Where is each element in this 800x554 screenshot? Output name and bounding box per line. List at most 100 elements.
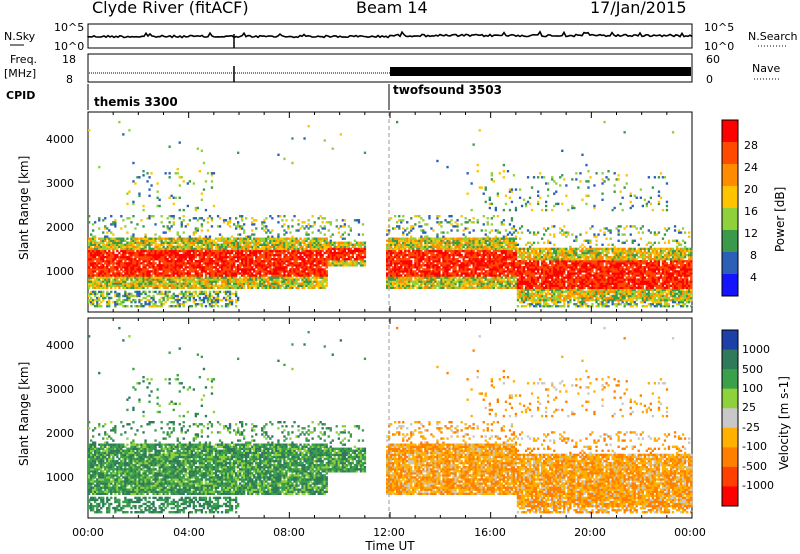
power-cell [347, 247, 350, 251]
power-cell [182, 268, 185, 271]
power-cell [174, 264, 177, 267]
power-cell [212, 298, 216, 302]
power-cell [114, 276, 117, 279]
power-cell [226, 278, 230, 281]
power-cell [142, 282, 145, 285]
power-cell [279, 266, 282, 269]
power-cell [134, 258, 137, 261]
power-cell [341, 264, 344, 267]
power-cell [96, 303, 99, 306]
power-cell [325, 270, 328, 273]
power-cell [114, 272, 117, 275]
power-cell [186, 282, 189, 285]
power-cell [442, 274, 445, 277]
power-cell [170, 241, 173, 244]
power-cell [428, 276, 431, 279]
power-cell [420, 282, 423, 285]
power-cell [160, 258, 163, 261]
power-cell [259, 239, 262, 242]
power-cell [341, 251, 344, 255]
power-cell [212, 278, 216, 281]
power-cell [317, 229, 320, 232]
power-cell [307, 268, 310, 271]
power-cell [321, 286, 324, 289]
power-cell [436, 274, 439, 277]
power-cell [214, 245, 218, 249]
power-cell [96, 262, 99, 265]
power-cell [432, 229, 435, 232]
power-cell [273, 286, 276, 289]
power-cell [216, 258, 220, 261]
power-cell [323, 243, 326, 246]
power-cell [299, 255, 302, 259]
power-cell [235, 284, 238, 287]
power-cell [438, 249, 441, 253]
power-cell [496, 258, 499, 261]
power-cell [174, 247, 177, 251]
power-cell [168, 145, 171, 148]
power-cell [339, 249, 342, 253]
power-cell [136, 247, 139, 251]
power-cell [444, 247, 447, 251]
power-cell [158, 253, 161, 257]
power-cell [279, 247, 282, 251]
power-cell [224, 219, 228, 222]
power-cell [321, 217, 324, 220]
power-cell [357, 221, 361, 224]
power-cell [438, 266, 441, 269]
power-cell [468, 268, 471, 271]
power-cell [388, 262, 391, 265]
power-cell [321, 260, 324, 263]
power-cell [486, 245, 489, 249]
power-cell [440, 284, 443, 287]
power-cell [136, 274, 139, 277]
power-cell [353, 264, 357, 267]
power-cell [160, 282, 163, 285]
power-cell [265, 227, 268, 230]
power-cell [174, 298, 177, 302]
power-cell [293, 249, 296, 253]
power-cell [172, 247, 175, 251]
power-cell [116, 272, 119, 275]
power-cell [192, 253, 195, 257]
power-cell [474, 260, 477, 263]
power-cell [452, 286, 455, 289]
power-cell [297, 229, 300, 232]
power-cell [245, 282, 248, 285]
power-cell [287, 237, 290, 240]
power-cell [216, 272, 220, 275]
power-cell [472, 237, 475, 240]
power-cell [237, 245, 240, 249]
power-cell [194, 292, 197, 296]
power-cell [251, 272, 254, 275]
power-cell [408, 276, 411, 279]
power-cell [329, 241, 332, 244]
power-cell [168, 176, 171, 179]
power-cell [255, 266, 258, 269]
power-cell [464, 249, 467, 253]
power-cell [420, 225, 423, 228]
power-cell [176, 233, 179, 236]
power-cell [138, 266, 141, 269]
power-cell [182, 260, 185, 263]
power-cell [120, 260, 123, 263]
power-cell [172, 278, 175, 281]
power-cell [295, 266, 298, 269]
power-cell [420, 255, 423, 259]
power-cell [464, 268, 467, 271]
power-cell [198, 290, 201, 294]
power-cell [309, 253, 312, 257]
power-cell [224, 278, 228, 281]
power-cell [311, 215, 314, 218]
power-cell [226, 276, 230, 279]
power-cell [176, 172, 179, 175]
power-cell [144, 239, 147, 242]
power-cell [404, 237, 407, 240]
power-cell [289, 239, 292, 242]
power-cell [212, 239, 216, 242]
power-cell [478, 129, 481, 132]
power-cell [470, 208, 473, 212]
power-cell [263, 219, 266, 222]
power-cell [327, 245, 330, 249]
power-cell [214, 266, 218, 269]
